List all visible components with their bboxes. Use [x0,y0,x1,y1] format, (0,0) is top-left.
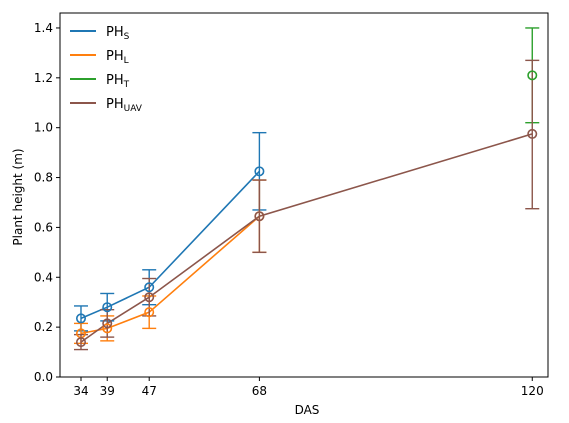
x-tick-label: 47 [142,384,157,398]
x-tick-label: 120 [521,384,544,398]
legend-label-phs: PHS [106,25,130,42]
data-point-pht [527,70,538,81]
legend-label-main: PH [106,73,124,88]
data-point-phl [144,307,155,318]
x-tick-label: 34 [73,384,88,398]
plot-area [59,12,549,378]
data-point-phuav [527,128,538,139]
x-tick-label: 39 [100,384,115,398]
y-axis-label: Plant height (m) [11,148,25,245]
legend-label-subscript: S [124,32,130,42]
legend-label-subscript: UAV [124,104,143,114]
y-tick-label: 0.6 [34,220,53,234]
data-point-phuav [102,318,113,329]
legend-label-phuav: PHUAV [106,97,143,114]
legend-label-subscript: L [124,56,129,66]
x-tick-label: 68 [252,384,267,398]
legend-label-subscript: T [123,80,130,90]
y-tick-label: 0.0 [34,370,53,384]
series-line-phl [80,215,260,335]
y-tick-label: 0.8 [34,171,53,185]
legend-label-pht: PHT [106,73,130,90]
data-point-phs [144,282,155,293]
data-point-phs [254,166,265,177]
data-point-phuav [75,337,86,348]
legend-label-main: PH [106,25,124,40]
y-tick-label: 1.2 [34,71,53,85]
series-line-phs [80,170,260,320]
y-tick-label: 1.0 [34,121,53,135]
y-tick-label: 0.2 [34,320,53,334]
legend-label-main: PH [106,97,124,112]
y-tick-label: 0.4 [34,270,53,284]
x-axis: 34 39 47 68 120 [73,377,544,398]
legend-label-phl: PHL [106,49,129,66]
y-tick-label: 1.4 [34,21,53,35]
legend-label-main: PH [106,49,124,64]
y-axis: 0.0 0.2 0.4 0.6 0.8 1.0 1.2 1.4 [34,21,60,384]
data-point-phs [102,302,113,313]
plot-frame [59,12,549,378]
data-point-phl [102,323,113,334]
data-point-phuav [254,211,265,222]
data-point-phuav [144,292,155,303]
x-axis-label: DAS [295,403,320,417]
data-point-phs [75,313,86,324]
